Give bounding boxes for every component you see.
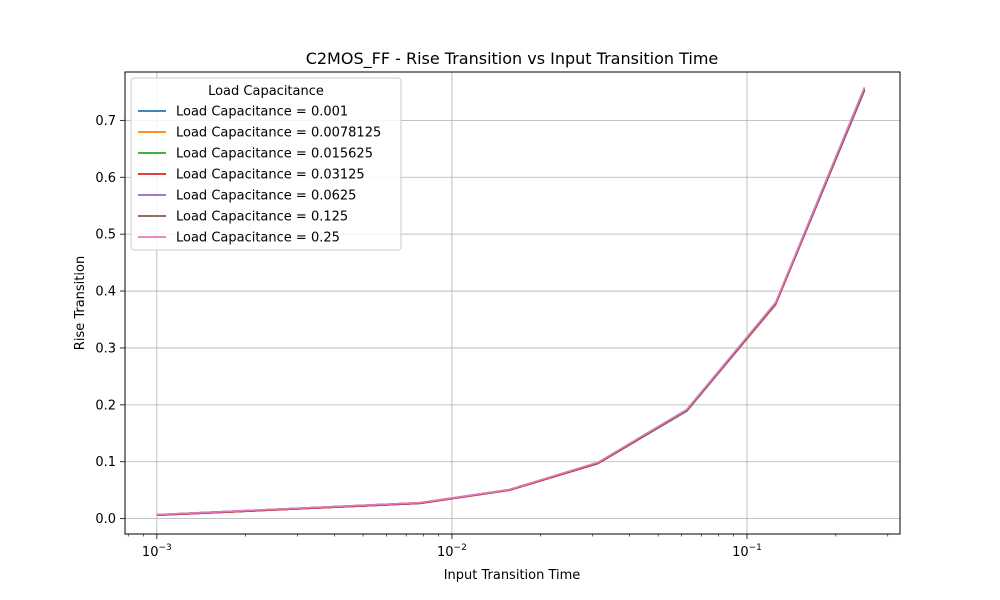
x-tick-label: 10−1 [732, 543, 762, 560]
legend-item-label: Load Capacitance = 0.0078125 [176, 126, 381, 141]
legend-item-label: Load Capacitance = 0.001 [176, 105, 348, 120]
legend-item-label: Load Capacitance = 0.015625 [176, 147, 373, 162]
x-tick-exponent: −3 [158, 543, 171, 553]
x-tick-base: 10 [142, 545, 159, 560]
y-tick-label: 0.2 [95, 398, 116, 413]
x-tick-label: 10−3 [142, 543, 172, 560]
y-tick-label: 0.1 [95, 455, 116, 470]
legend-item-label: Load Capacitance = 0.0625 [176, 189, 356, 204]
x-tick-base: 10 [732, 545, 749, 560]
y-axis-label: Rise Transition [73, 256, 88, 350]
series-line [156, 87, 866, 516]
y-tick-label: 0.7 [95, 114, 116, 129]
legend-item-label: Load Capacitance = 0.25 [176, 231, 340, 246]
legend-title: Load Capacitance [208, 84, 324, 99]
series-lines [156, 87, 866, 517]
ticks: 10−3 10−2 10−10.00.10.20.30.40.50.60.7 [95, 114, 889, 560]
x-axis-label: Input Transition Time [444, 568, 581, 583]
legend-box [130, 77, 402, 251]
x-tick-exponent: −2 [454, 543, 467, 553]
legend-item-label: Load Capacitance = 0.125 [176, 210, 348, 225]
y-tick-label: 0.5 [95, 228, 116, 243]
legend[interactable]: Load Capacitance Load Capacitance = 0.001… [130, 77, 402, 251]
x-tick-exponent: −1 [749, 543, 762, 553]
x-tick-label: 10−2 [437, 543, 467, 560]
plot-frame [124, 71, 901, 535]
y-tick-label: 0.6 [95, 171, 116, 186]
y-tick-label: 0.4 [95, 285, 116, 300]
y-tick-label: 0.0 [95, 512, 116, 527]
y-tick-label: 0.3 [95, 341, 116, 356]
legend-item-label: Load Capacitance = 0.03125 [176, 168, 365, 183]
chart-title: C2MOS_FF - Rise Transition vs Input Tran… [306, 49, 719, 69]
x-tick-base: 10 [437, 545, 454, 560]
